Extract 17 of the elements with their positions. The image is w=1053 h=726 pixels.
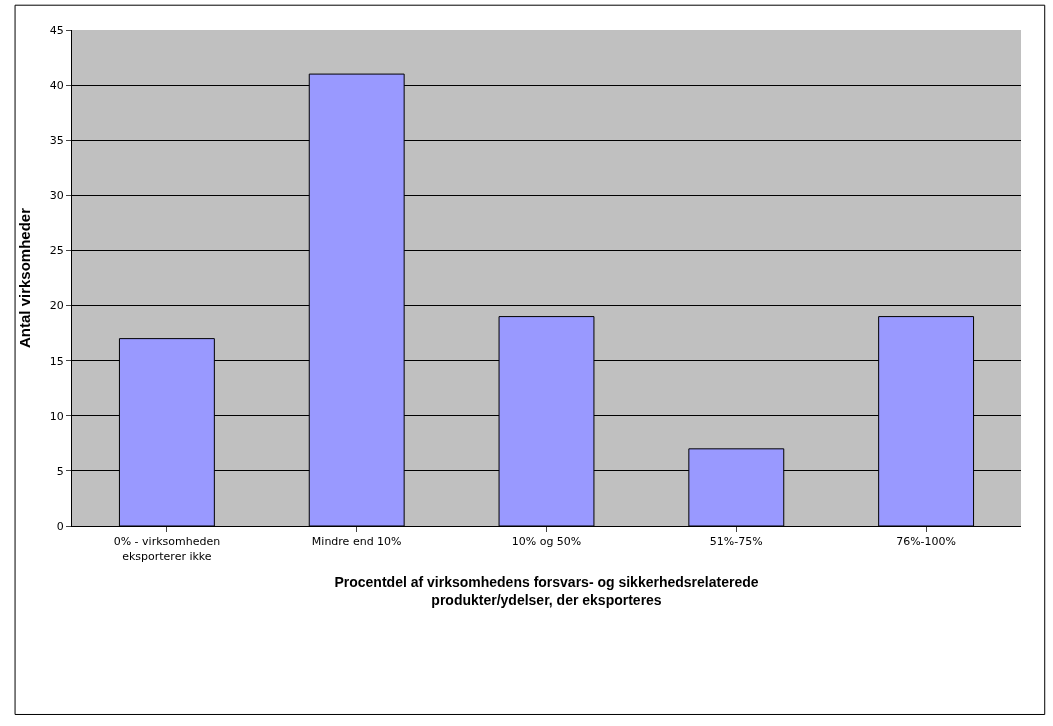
x-tick-label: Mindre end 10% (311, 535, 402, 549)
x-tick-label: 0% - virksomheden eksporterer ikke (113, 535, 221, 563)
y-tick-label: 45 (49, 23, 64, 37)
x-tick-label: 10% og 50% (511, 535, 582, 549)
y-tick-label: 25 (49, 244, 64, 258)
y-tick-label: 20 (49, 299, 64, 313)
x-tick-label: 51%-75% (709, 535, 763, 549)
y-tick-label: 40 (49, 78, 64, 92)
y-tick-label: 15 (49, 354, 64, 368)
y-tick-label: 5 (56, 464, 64, 478)
x-axis-title: Procentdel af virksomhedens forsvars- og sikkerhedsrelaterede produkter/ydelser, der eksporteres (334, 573, 759, 608)
x-tick-label: 76%-100% (896, 535, 957, 549)
y-tick-label: 0 (56, 519, 64, 533)
y-axis-title: Antal virksomheder (16, 207, 34, 349)
y-tick-label: 10 (49, 409, 64, 423)
y-tick-label: 35 (49, 134, 64, 148)
y-tick-label: 30 (49, 189, 64, 203)
